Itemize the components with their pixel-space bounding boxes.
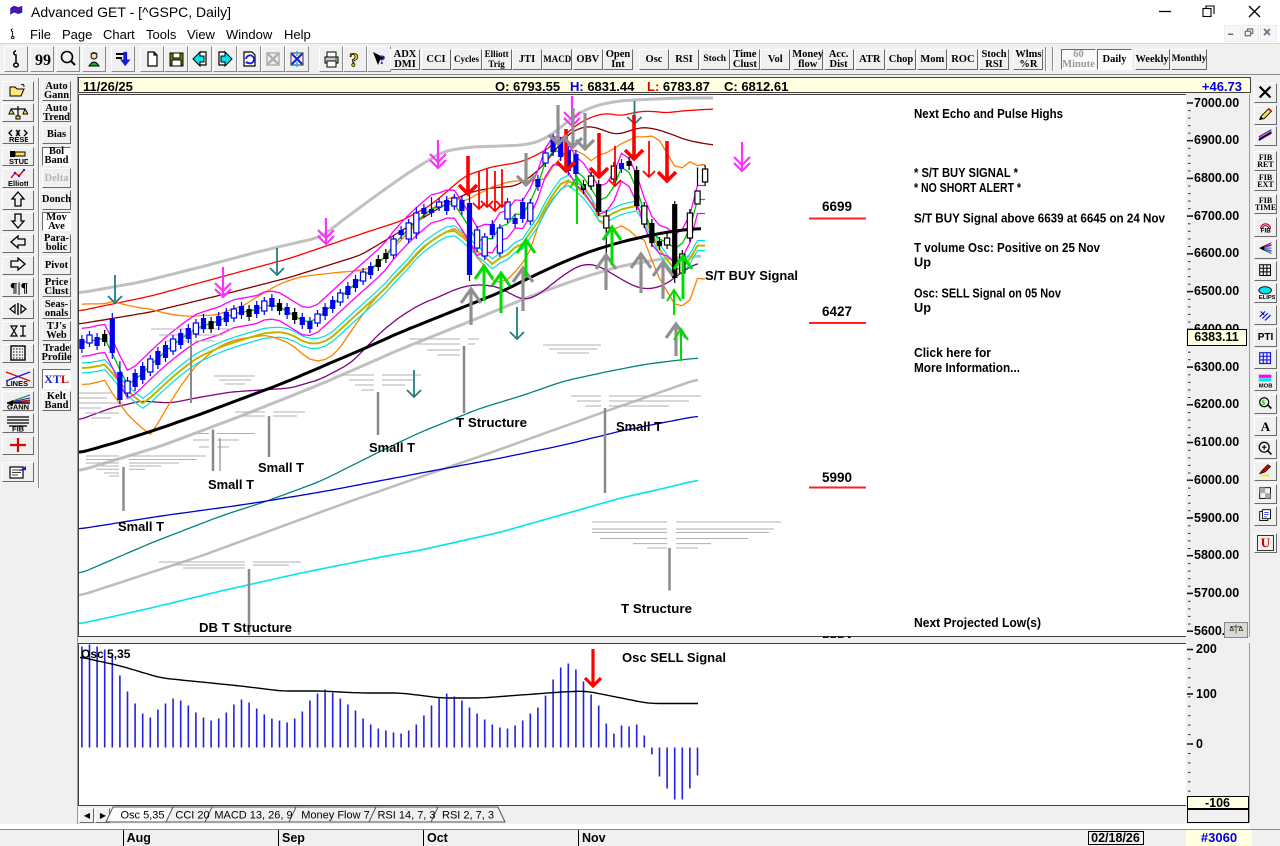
svg-text:ELIPS: ELIPS (1258, 295, 1274, 301)
svg-text:MACD 13, 26, 9: MACD 13, 26, 9 (214, 810, 292, 822)
svg-text:S/T BUY Signal above 6639 at 6: S/T BUY Signal above 6639 at 6645 on 24 … (914, 212, 1165, 226)
svg-text:FIB: FIB (1260, 228, 1271, 235)
svg-text:* S/T BUY SIGNAL *: * S/T BUY SIGNAL * (914, 166, 1018, 180)
svg-text:Money Flow 7: Money Flow 7 (301, 810, 369, 822)
svg-text:Up: Up (914, 301, 931, 315)
svg-text:Osc 5,35: Osc 5,35 (81, 647, 131, 661)
svg-text:S/T BUY Signal: S/T BUY Signal (705, 268, 798, 283)
svg-text:T volume Osc: Positive on 25 N: T volume Osc: Positive on 25 Nov (914, 241, 1100, 255)
svg-text:5990: 5990 (822, 470, 852, 485)
svg-text:T Structure: T Structure (621, 601, 692, 616)
svg-text:6427: 6427 (822, 304, 852, 319)
svg-text:$: $ (1261, 398, 1265, 406)
svg-text:Next Echo and Pulse Highs: Next Echo and Pulse Highs (914, 107, 1063, 121)
svg-text:More Information...: More Information... (914, 361, 1020, 375)
svg-text:Small T: Small T (258, 460, 304, 475)
svg-text:Osc SELL Signal: Osc SELL Signal (622, 651, 726, 665)
svg-text:5554: 5554 (822, 634, 853, 638)
svg-text:CCI 20: CCI 20 (175, 810, 209, 822)
svg-text:STUDY: STUDY (9, 157, 28, 166)
svg-text:Small T: Small T (616, 419, 662, 434)
svg-text:* NO SHORT ALERT *: * NO SHORT ALERT * (914, 181, 1021, 195)
svg-text:RSI 14, 7, 3: RSI 14, 7, 3 (377, 810, 435, 822)
svg-text:LINES: LINES (6, 379, 28, 387)
svg-text:Next Projected Low(s): Next Projected Low(s) (914, 616, 1041, 630)
svg-text:Small T: Small T (208, 477, 254, 492)
svg-text:GANN: GANN (7, 402, 29, 410)
svg-text:Small T: Small T (369, 440, 415, 455)
svg-text:6699: 6699 (822, 199, 852, 214)
svg-text:Up: Up (914, 256, 931, 270)
svg-text:Click here for: Click here for (914, 346, 991, 360)
svg-text:T Structure: T Structure (456, 415, 527, 430)
svg-text:99: 99 (35, 52, 51, 69)
svg-text:RSI 2, 7, 3: RSI 2, 7, 3 (442, 810, 494, 822)
svg-text:Osc 5,35: Osc 5,35 (120, 810, 164, 822)
svg-text:Osc: SELL Signal on 05 Nov: Osc: SELL Signal on 05 Nov (914, 287, 1061, 301)
svg-text:?: ? (379, 52, 386, 67)
svg-text:?: ? (349, 50, 359, 70)
svg-text:¶|¶: ¶|¶ (10, 281, 28, 296)
svg-text:Elliott: Elliott (8, 179, 28, 188)
svg-text:MOB: MOB (1258, 383, 1272, 389)
svg-text:Small T: Small T (118, 519, 164, 534)
svg-text:FIB: FIB (12, 424, 25, 432)
svg-text:DB T Structure: DB T Structure (199, 620, 292, 635)
svg-text:RESET: RESET (9, 135, 28, 144)
